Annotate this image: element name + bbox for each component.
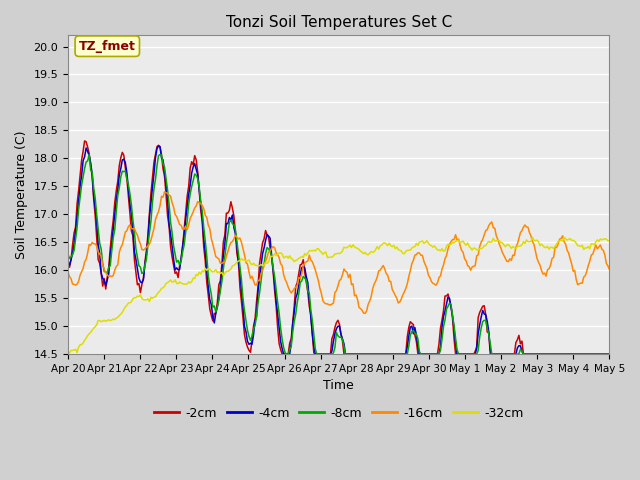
- X-axis label: Time: Time: [323, 379, 354, 392]
- Legend: -2cm, -4cm, -8cm, -16cm, -32cm: -2cm, -4cm, -8cm, -16cm, -32cm: [149, 402, 529, 425]
- Title: Tonzi Soil Temperatures Set C: Tonzi Soil Temperatures Set C: [225, 15, 452, 30]
- Text: TZ_fmet: TZ_fmet: [79, 40, 136, 53]
- Y-axis label: Soil Temperature (C): Soil Temperature (C): [15, 131, 28, 259]
